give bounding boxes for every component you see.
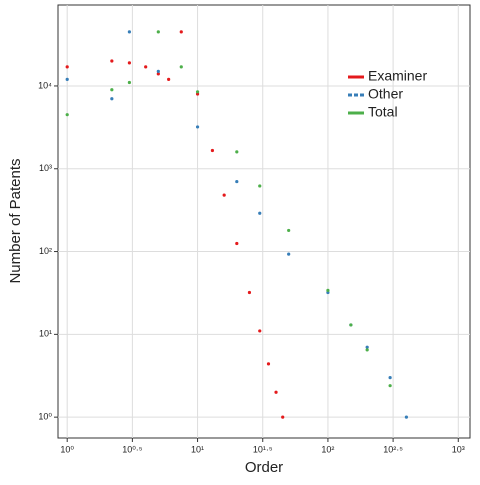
- x-tick-label: 10¹·⁵: [253, 444, 273, 454]
- point: [281, 415, 285, 419]
- point: [349, 323, 353, 327]
- x-tick-label: 10²·⁵: [383, 444, 403, 454]
- point: [179, 30, 183, 34]
- point: [235, 179, 239, 184]
- y-tick-label: 10⁴: [38, 80, 52, 90]
- point: [266, 362, 271, 366]
- x-tick-label: 10¹: [191, 444, 204, 454]
- point: [404, 415, 409, 419]
- point: [222, 193, 226, 197]
- point: [195, 90, 200, 94]
- y-axis-label: Number of Patents: [7, 158, 24, 283]
- point: [365, 345, 369, 349]
- legend-label: Examiner: [368, 68, 427, 84]
- point: [287, 228, 291, 233]
- point: [65, 65, 69, 69]
- y-tick-label: 10⁰: [38, 412, 52, 422]
- point: [235, 241, 239, 246]
- point: [195, 125, 200, 129]
- point: [235, 150, 239, 154]
- point: [258, 184, 262, 188]
- x-tick-label: 10²: [321, 444, 334, 454]
- point: [65, 113, 69, 117]
- point: [110, 88, 114, 92]
- point: [365, 348, 369, 352]
- point: [156, 30, 160, 34]
- point: [388, 384, 392, 388]
- x-tick-label: 10⁰·⁵: [122, 444, 143, 454]
- point: [156, 72, 160, 76]
- point: [274, 390, 278, 394]
- y-tick-label: 10²: [39, 246, 52, 256]
- point: [167, 77, 171, 81]
- x-tick-label: 10³: [452, 444, 465, 454]
- point: [258, 329, 262, 333]
- point: [144, 65, 148, 69]
- point: [65, 77, 69, 81]
- x-axis-label: Order: [245, 459, 283, 476]
- point: [210, 148, 215, 153]
- point: [156, 69, 160, 73]
- legend-label: Total: [368, 104, 398, 120]
- point: [247, 290, 252, 295]
- point: [388, 376, 392, 380]
- point: [127, 30, 131, 34]
- x-tick-label: 10⁰: [60, 444, 74, 454]
- point: [127, 80, 131, 85]
- plot-frame: [57, 4, 471, 439]
- y-tick-label: 10¹: [39, 329, 52, 339]
- point: [326, 288, 330, 292]
- point: [110, 59, 114, 63]
- legend-label: Other: [368, 86, 403, 102]
- point: [179, 65, 183, 69]
- point: [110, 97, 114, 101]
- point: [127, 61, 131, 65]
- y-tick-label: 10³: [39, 163, 52, 173]
- point: [258, 211, 262, 215]
- point: [287, 252, 291, 256]
